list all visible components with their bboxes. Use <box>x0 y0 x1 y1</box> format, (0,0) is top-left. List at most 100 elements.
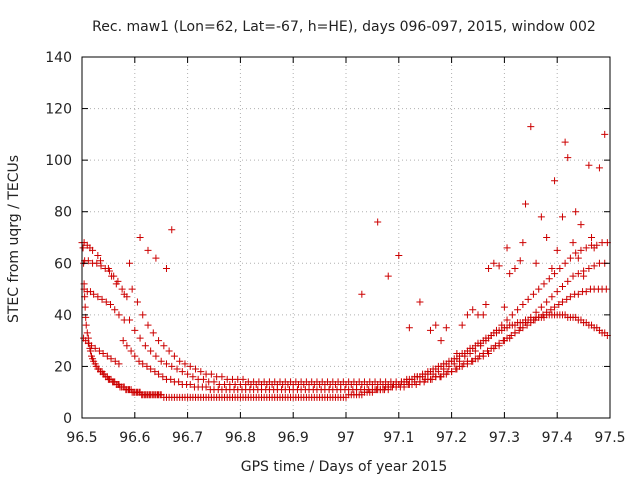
data-point <box>160 342 168 350</box>
data-point <box>144 246 152 254</box>
y-tick-label: 0 <box>63 411 72 427</box>
data-point <box>184 370 192 378</box>
x-tick-label: 96.6 <box>119 430 150 446</box>
data-point <box>181 360 189 368</box>
data-point <box>539 311 547 319</box>
data-point <box>98 295 106 303</box>
data-point <box>479 352 487 360</box>
data-point <box>136 234 144 241</box>
grid <box>82 57 610 418</box>
data-point <box>572 249 580 257</box>
data-point <box>555 301 563 309</box>
data-point <box>120 290 128 298</box>
data-point <box>590 262 598 270</box>
data-point <box>466 350 474 358</box>
data-point <box>133 298 141 306</box>
data-point <box>374 218 382 226</box>
data-point <box>506 270 514 278</box>
data-point <box>141 342 149 350</box>
data-point <box>127 347 135 355</box>
data-point <box>155 337 163 345</box>
data-point <box>588 234 596 241</box>
data-point <box>463 311 471 319</box>
x-tick-label: 97.2 <box>436 430 467 446</box>
data-point <box>173 365 181 373</box>
data-point <box>522 319 530 327</box>
data-point <box>540 280 548 288</box>
data-point <box>111 357 119 365</box>
y-tick-label: 120 <box>45 102 72 118</box>
axis-ticks: 96.5 96.6 96.7 96.8 96.9 97 97.1 97.2 97.3 97.4 97… <box>45 50 625 446</box>
data-point <box>548 293 556 301</box>
data-point <box>103 352 111 360</box>
data-point <box>551 177 559 185</box>
data-point <box>395 252 403 260</box>
data-point <box>548 264 556 272</box>
data-point <box>126 259 134 267</box>
data-point <box>551 270 559 278</box>
data-point <box>104 264 112 272</box>
data-point <box>500 337 508 345</box>
data-point <box>437 373 445 381</box>
data-point <box>474 355 482 363</box>
data-point <box>580 272 588 280</box>
data-point <box>590 244 598 252</box>
data-point <box>147 365 155 373</box>
data-point <box>551 303 559 311</box>
data-point <box>178 368 186 376</box>
data-point <box>532 259 540 267</box>
data-point <box>426 326 434 334</box>
data-point <box>564 154 572 162</box>
data-point <box>189 373 197 381</box>
data-point <box>210 378 218 386</box>
y-axis-label: STEC from uqrg / TECUs <box>6 155 22 323</box>
data-point <box>553 246 561 254</box>
data-point <box>487 331 495 339</box>
data-points <box>78 123 611 401</box>
data-point <box>95 347 103 355</box>
data-point <box>553 288 561 296</box>
data-point <box>128 285 136 293</box>
x-tick-label: 97 <box>337 430 355 446</box>
x-tick-label: 96.5 <box>66 430 97 446</box>
data-point <box>527 313 535 321</box>
data-point <box>469 357 477 365</box>
data-point <box>440 365 448 373</box>
data-point <box>170 352 178 360</box>
data-point <box>458 321 466 329</box>
data-point <box>563 295 571 303</box>
data-point <box>207 370 215 378</box>
data-point <box>482 337 490 345</box>
data-point <box>532 308 540 316</box>
data-point <box>442 370 450 378</box>
data-point <box>143 362 151 370</box>
data-point <box>112 280 120 288</box>
data-point <box>558 213 566 221</box>
data-point <box>574 254 582 262</box>
data-point <box>239 375 247 383</box>
data-point <box>516 324 524 332</box>
data-point <box>107 301 115 309</box>
data-point <box>111 306 119 314</box>
data-point <box>155 370 163 378</box>
y-tick-label: 60 <box>54 256 72 272</box>
x-tick-label: 97.3 <box>489 430 520 446</box>
data-point <box>503 316 511 324</box>
data-point <box>461 352 469 360</box>
data-point <box>516 257 524 265</box>
data-point <box>168 226 176 234</box>
data-point <box>572 208 580 216</box>
data-point <box>519 239 527 247</box>
data-point <box>405 380 413 388</box>
data-point <box>139 311 147 319</box>
data-point <box>202 383 210 391</box>
data-point <box>448 368 456 376</box>
data-point <box>463 360 471 368</box>
x-tick-label: 97.1 <box>383 430 414 446</box>
data-point <box>519 301 527 309</box>
data-point <box>495 262 503 270</box>
data-point <box>453 365 461 373</box>
data-point <box>561 138 569 146</box>
data-point <box>566 293 574 301</box>
